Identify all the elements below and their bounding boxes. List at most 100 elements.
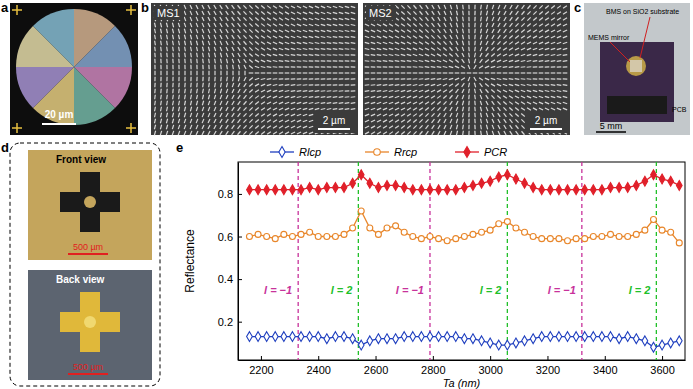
data-point: [410, 332, 416, 342]
nanostructure: [497, 72, 502, 73]
nanostructure: [160, 47, 162, 52]
nanostructure: [220, 71, 221, 76]
legend-marker: [279, 147, 285, 158]
nanostructure: [419, 96, 423, 98]
nanostructure: [243, 41, 246, 44]
nanostructure: [303, 90, 308, 92]
nanostructure: [345, 108, 350, 110]
data-point: [393, 334, 399, 344]
nanostructure: [196, 101, 197, 105]
data-point: [436, 332, 442, 342]
nanostructure: [339, 42, 344, 44]
nanostructure: [267, 84, 271, 85]
nanostructure: [202, 47, 203, 51]
nanostructure: [315, 66, 320, 67]
nanostructure: [509, 60, 513, 61]
data-point: [298, 231, 304, 237]
nanostructure: [303, 24, 307, 26]
nanostructure: [279, 18, 283, 20]
nanostructure: [450, 125, 452, 129]
nanostructure: [333, 12, 337, 13]
nanostructure: [509, 54, 513, 56]
nanostructure: [351, 108, 356, 110]
nanostructure: [172, 113, 173, 117]
nanostructure: [261, 30, 265, 33]
nanostructure: [503, 60, 507, 62]
nanostructure: [190, 41, 191, 45]
nanostructure: [401, 18, 405, 21]
nanostructure: [407, 54, 411, 55]
nanostructure: [160, 41, 162, 46]
nanostructure: [551, 30, 555, 32]
nanostructure: [419, 114, 423, 117]
panel-label: c: [574, 0, 581, 15]
data-point: [522, 178, 528, 188]
nanostructure: [172, 47, 174, 52]
nanostructure: [333, 60, 338, 62]
nanostructure: [371, 66, 376, 67]
nanostructure: [226, 41, 228, 45]
data-point: [616, 183, 622, 193]
nanostructure: [462, 131, 464, 136]
nanostructure: [551, 108, 555, 110]
nanostructure: [249, 83, 252, 86]
nanostructure: [474, 89, 476, 94]
image-title: MS1: [157, 7, 180, 19]
x-tick-label: 3200: [536, 364, 560, 376]
nanostructure: [401, 42, 405, 44]
nanostructure: [339, 108, 344, 110]
x-tick-label: 3600: [650, 364, 674, 376]
nanostructure: [383, 132, 387, 135]
data-point: [462, 334, 468, 344]
nanostructure: [232, 95, 234, 99]
data-point: [418, 236, 424, 242]
nanostructure: [419, 23, 422, 26]
x-tick-mark: [261, 356, 262, 360]
nanostructure: [425, 60, 429, 61]
nanostructure: [515, 84, 519, 85]
nanostructure: [226, 89, 228, 93]
data-point: [556, 185, 562, 195]
nanostructure: [273, 84, 277, 85]
nanostructure: [419, 60, 423, 61]
nanostructure: [450, 95, 453, 98]
nanostructure: [327, 42, 332, 44]
nanostructure: [291, 90, 296, 92]
nanostructure: [285, 12, 289, 14]
data-point: [281, 185, 287, 195]
nanostructure: [407, 125, 410, 128]
nanostructure: [492, 17, 494, 21]
nanostructure: [498, 35, 501, 39]
nanostructure: [321, 90, 326, 92]
nanostructure: [497, 84, 501, 86]
sector: [74, 67, 115, 125]
data-point: [255, 332, 261, 342]
nanostructure: [172, 65, 173, 70]
nanostructure: [395, 102, 399, 104]
nanostructure: [413, 96, 417, 98]
nanostructure: [232, 83, 233, 87]
nanostructure: [249, 29, 252, 32]
nanostructure: [285, 6, 289, 8]
nanostructure: [190, 71, 191, 76]
nanostructure: [309, 78, 314, 79]
nanostructure: [425, 48, 429, 50]
nanostructure: [486, 119, 487, 123]
nanostructure: [377, 108, 381, 110]
nanostructure: [521, 42, 525, 44]
nanostructure: [485, 53, 488, 56]
nanostructure: [425, 119, 428, 122]
legend-label: PCR: [484, 146, 507, 158]
nanostructure: [551, 6, 555, 9]
nanostructure: [214, 101, 216, 105]
nanostructure: [474, 35, 476, 40]
nanostructure: [557, 108, 561, 110]
nanostructure: [420, 11, 423, 15]
nanostructure: [178, 41, 180, 46]
nanostructure: [389, 30, 393, 32]
nanostructure: [377, 24, 381, 26]
nanostructure: [462, 113, 464, 118]
nanostructure: [515, 29, 518, 32]
nanostructure: [249, 11, 252, 14]
nanostructure: [196, 65, 197, 70]
